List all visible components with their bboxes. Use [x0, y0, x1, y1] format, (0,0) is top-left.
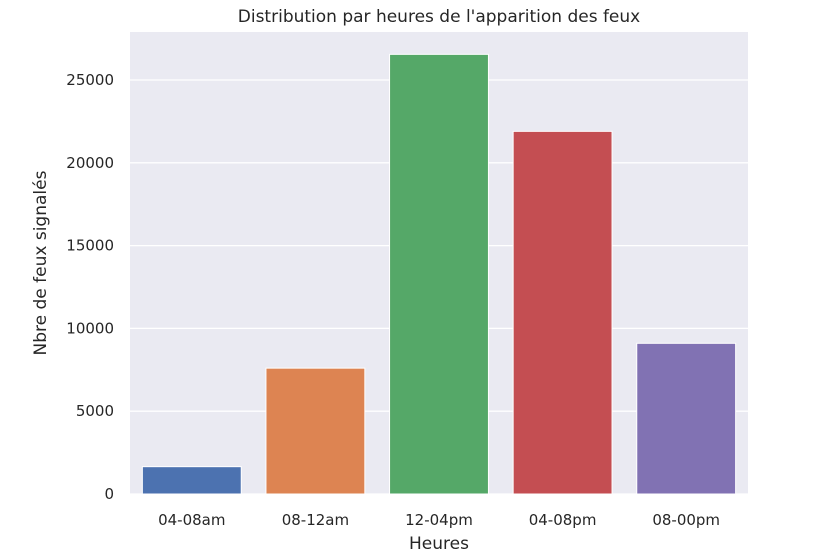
x-tick-label: 08-12am [282, 511, 349, 529]
y-tick-label: 20000 [66, 154, 114, 172]
y-tick-label: 0 [104, 485, 114, 503]
chart-title: Distribution par heures de l'apparition … [238, 7, 640, 27]
bar-08-00pm [636, 342, 737, 495]
y-tick-label: 15000 [66, 237, 114, 255]
bar-08-12am [265, 367, 366, 495]
y-tick-label: 10000 [66, 319, 114, 337]
x-tick-label: 04-08pm [529, 511, 597, 529]
bar-04-08am [141, 466, 242, 495]
bars [141, 53, 737, 495]
x-tick-label: 04-08am [158, 511, 225, 529]
y-tick-label: 5000 [76, 402, 114, 420]
x-axis-label: Heures [409, 534, 469, 554]
y-tick-labels: 0 5000 10000 15000 20000 25000 [66, 71, 114, 503]
y-tick-label: 25000 [66, 71, 114, 89]
bar-04-08pm [512, 130, 613, 495]
x-tick-label: 08-00pm [652, 511, 720, 529]
x-tick-label: 12-04pm [405, 511, 473, 529]
bar-12-04pm [389, 53, 489, 495]
x-tick-labels: 04-08am 08-12am 12-04pm 04-08pm 08-00pm [158, 511, 720, 529]
y-axis-label: Nbre de feux signalés [31, 170, 51, 355]
